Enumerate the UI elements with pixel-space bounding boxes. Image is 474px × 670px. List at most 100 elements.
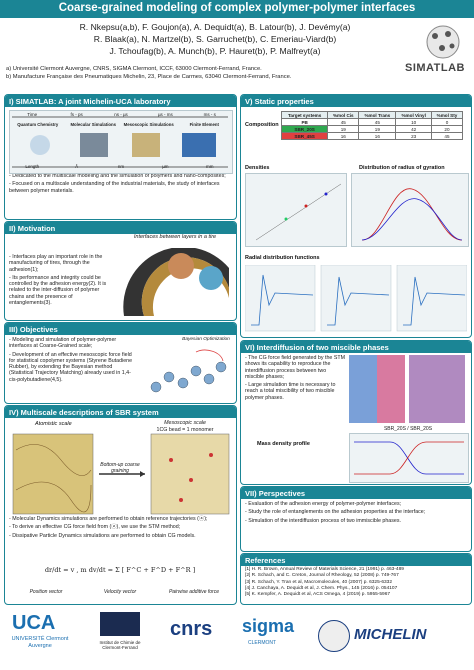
row-label: µm (162, 164, 169, 169)
header-cell: %mol Cis (327, 111, 360, 119)
row-label: Quantum Chemistry (17, 122, 59, 127)
logo-uca-name: UNIVERSITÉ Clermont Auvergne (11, 636, 69, 649)
row-label: Length (25, 164, 40, 169)
list-item: Development of an effective mesoscopic f… (9, 352, 137, 383)
list-item: The CG force field generated by the STM … (245, 355, 345, 380)
label: Densities (245, 165, 270, 171)
header-cell: Target systems (280, 111, 329, 119)
label: Composition (245, 122, 279, 128)
list-item: Dedicated to the multiscale modeling and… (9, 173, 232, 179)
list-item: [4] J. Canchaya, A. Dequidt et al, J. Ch… (245, 585, 398, 591)
section-objectives: III) Objectives Modeling and simulation … (4, 322, 237, 404)
list-item: Its performance and integrity could be c… (9, 275, 113, 306)
heading: VII) Perspectives (241, 487, 471, 499)
bullets: The CG force field generated by the STM … (245, 355, 345, 401)
caption: Interfaces between layers in a tire (133, 234, 217, 240)
bullets: Molecular Dynamics simulations are perfo… (9, 516, 231, 541)
profile-plot (349, 433, 469, 483)
cell: 10 (395, 118, 432, 126)
row-label: µs - ms (157, 112, 173, 117)
row-label: fs - ps (70, 112, 83, 117)
logo-cnrs: cnrs (170, 618, 213, 640)
logo-michelin: MICHELIN (354, 626, 427, 643)
list-item: Modeling and simulation of polymer-polym… (9, 337, 137, 350)
list-item: R. Blaak(a), N. Martzel(b), S. Garruchet… (93, 34, 337, 44)
row-label: ms - s (203, 112, 216, 117)
formula: dr/dt = v , m dv/dt = Σ [ F^C + F^D + F^… (44, 566, 196, 574)
list-item: Focused on a multiscale understanding of… (9, 181, 232, 194)
cell: PB (280, 118, 329, 126)
plot-decor (354, 441, 464, 475)
list-item: Molecular Dynamics simulations are perfo… (9, 516, 231, 522)
list-item: Large simulation time is necessary to re… (245, 382, 345, 401)
logo-icon (426, 25, 460, 59)
table-row: SBR_45S 16 16 23 45 (280, 132, 464, 140)
logo-iccf-mark (100, 612, 140, 636)
header-cell: %mol Vinyl (395, 111, 432, 119)
composition-table: Target systems %mol Cis %mol Trans %mol Vin… (280, 111, 464, 140)
table-row: SBR_20S 19 19 42 20 (280, 125, 464, 133)
logo-iccf: Institut de Chimie de Clermont-Ferrand (99, 640, 141, 650)
table-row: PB 45 45 10 0 (280, 118, 464, 126)
authors: R. Nkepsu(a,b), F. Goujon(a), A. Dequidt… (0, 21, 430, 57)
section-multiscale: IV) Multiscale descriptions of SBR syste… (4, 405, 237, 605)
heading: References (241, 554, 471, 566)
table-header: Target systems %mol Cis %mol Trans %mol Vin… (280, 111, 464, 119)
cell: 16 (358, 132, 397, 140)
list-item: [3] R. Schach, Y. Tran et al, Macromolec… (245, 579, 393, 585)
row-label: Position vector (29, 589, 63, 595)
cell: SBR_20S (280, 125, 329, 133)
tire-figure (123, 248, 229, 316)
cell: 20 (430, 125, 464, 133)
list-item: [5] K. Kempfer, A. Dequidt et al, ACS Om… (245, 592, 391, 598)
row-label: Finite Element (189, 122, 219, 127)
row-label: Molecular Simulations (70, 122, 117, 127)
bullets: Evaluation of the adhesion energy of pol… (245, 501, 467, 524)
cell: 19 (327, 125, 360, 133)
cell: 0 (430, 118, 464, 126)
section-simatlab: I) SIMATLAB: A joint Michelin-UCA labora… (4, 94, 237, 220)
label: Radial distribution functions (245, 255, 320, 261)
header-cell: %mol Sty (430, 111, 464, 119)
row-label: Å (75, 164, 79, 169)
list-item: b) Manufacture Française des Pneumatique… (6, 73, 292, 80)
plot-decor (361, 188, 463, 241)
bullets: Modeling and simulation of polymer-polym… (9, 337, 137, 383)
list-item: J. Tchoufag(b), A. Munch(b), P. Hauret(b… (109, 46, 321, 56)
list-item: Dissipative Particle Dynamics simulation… (9, 533, 231, 539)
cell: 23 (395, 132, 432, 140)
densities-plot (245, 173, 347, 247)
label: Atomistic scale (35, 421, 72, 427)
plot-decor (255, 183, 342, 241)
row-label: nm (117, 164, 125, 169)
logo-sigma: sigma (242, 616, 295, 636)
heading: III) Objectives (5, 323, 236, 335)
section-static: V) Static properties Composition Target … (240, 94, 472, 338)
cell: 45 (327, 118, 360, 126)
label: Mesoscopic scale (164, 420, 206, 426)
list-item: a) Université Clermont Auvergne, CNRS, S… (6, 66, 262, 72)
list-item: Study the role of entanglements on the a… (245, 509, 467, 515)
row-label: Mesoscopic Simulations (123, 122, 174, 127)
heading: VI) Interdiffusion of two miscible phase… (241, 341, 471, 353)
list-item: [2] R. Schach, and C. Creton, Journal of… (245, 573, 399, 579)
list-item: Interfaces play an important role in the… (9, 254, 113, 273)
simulation-boxes (12, 433, 230, 515)
cell: 45 (358, 118, 397, 126)
label: 1CG bead = 1 monomer (156, 427, 214, 433)
caption: Bayesian Optimization (182, 337, 230, 342)
section-motivation: II) Motivation Interfaces play an import… (4, 221, 237, 321)
cell: SBR_45S (280, 132, 329, 140)
list-item: R. Nkepsu(a,b), F. Goujon(a), A. Dequidt… (79, 22, 351, 32)
row-label: Velocity vector (103, 589, 137, 595)
title-bar (0, 0, 474, 18)
cell: 45 (430, 132, 464, 140)
bullets: Interfaces play an important role in the… (9, 254, 113, 306)
row-label: Pairwise additive force (168, 589, 219, 595)
snapshots (349, 355, 465, 423)
logo-text: SIMATLAB (404, 62, 465, 74)
header-cell: %mol Trans (358, 111, 397, 119)
list-item: [1] H. R. Brown, Annual Review of Materi… (245, 567, 404, 572)
list-item: Simulation of the interdiffusion process… (245, 518, 467, 524)
